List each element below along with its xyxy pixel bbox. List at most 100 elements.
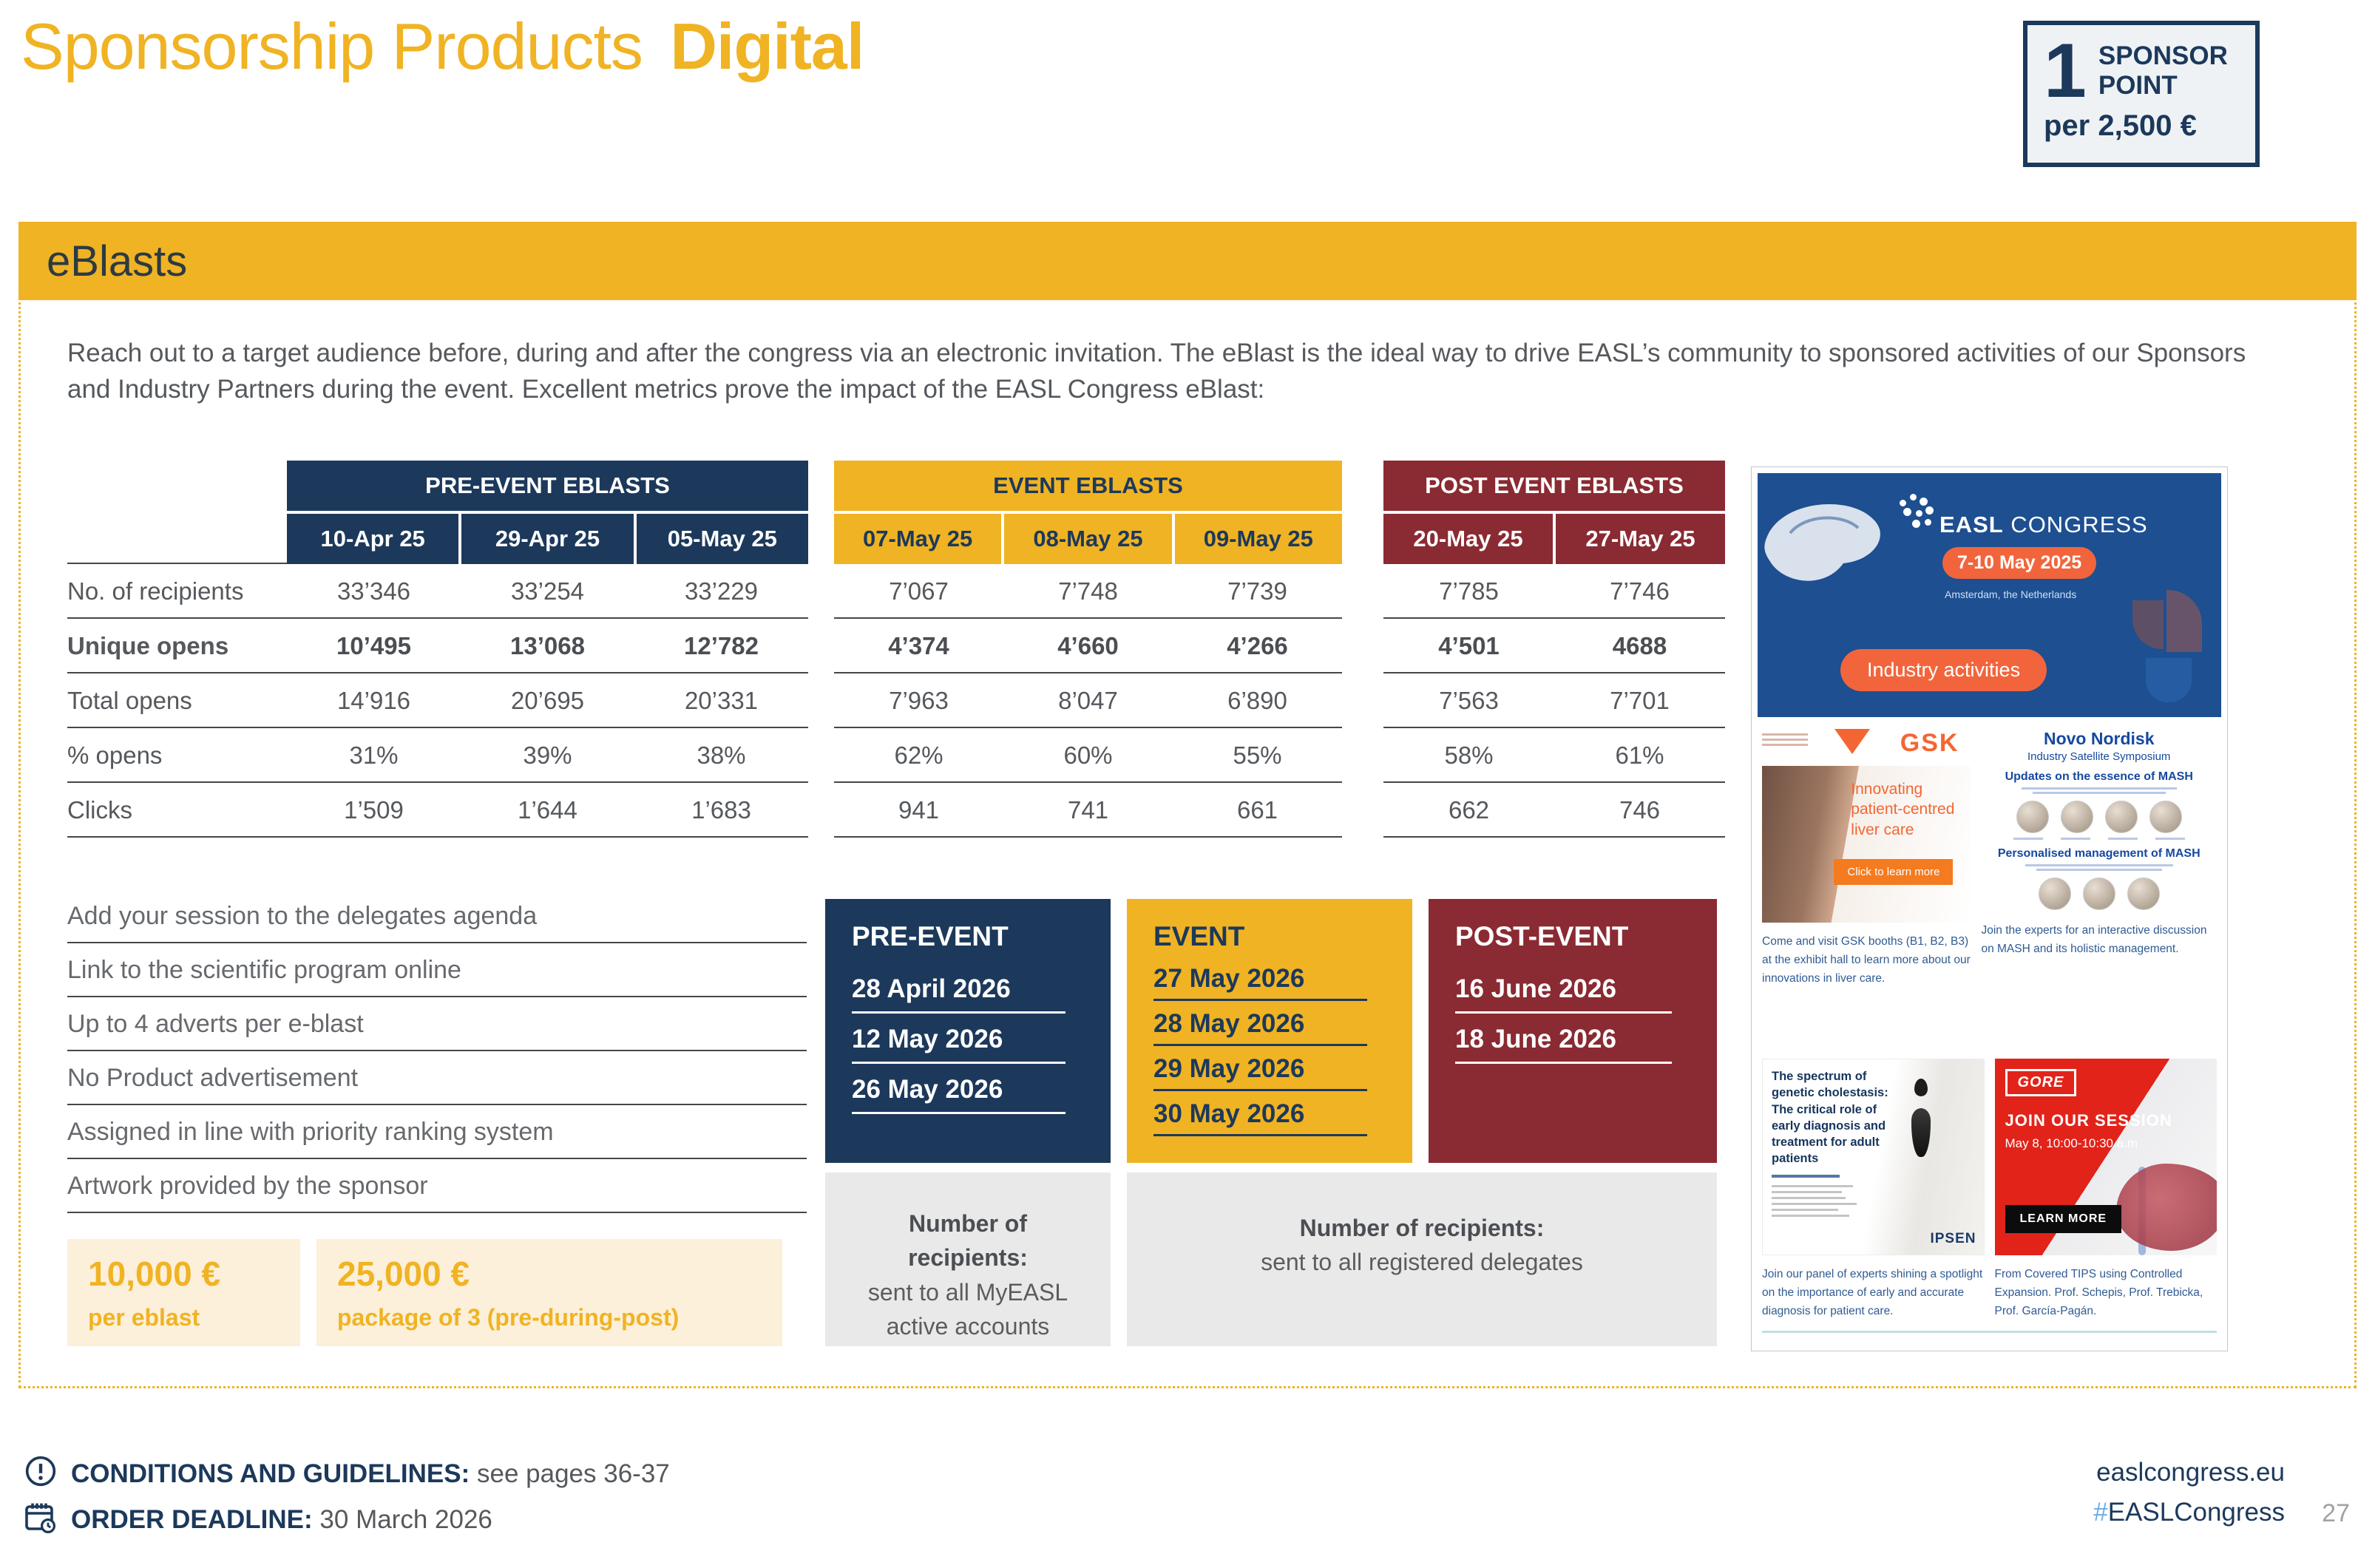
- table-cell: 58%: [1444, 741, 1494, 769]
- table-cell: 1’644: [518, 796, 577, 824]
- fine-print-placeholder: [1772, 1184, 1860, 1217]
- gsk-photo: Innovating patient-centred liver care Cl…: [1762, 766, 1971, 923]
- table-rule: [1383, 672, 1725, 673]
- column-header-date: 29-Apr 25: [461, 514, 634, 564]
- table-cell: 33’346: [336, 577, 411, 605]
- row-label: % opens: [67, 741, 163, 769]
- post-event-values: 7’785 7’746 4’501 4688 7’563 7’701 58% 6…: [1383, 564, 1725, 838]
- conditions-label: CONDITIONS AND GUIDELINES:: [71, 1459, 470, 1488]
- divider: [1772, 1174, 1840, 1178]
- hashtag-text: EASLCongress: [2107, 1498, 2285, 1527]
- column-header-date: 09-May 25: [1174, 514, 1342, 564]
- congress-date-pill: 7-10 May 2025: [1942, 547, 2097, 579]
- column-header-date: 27-May 25: [1556, 514, 1725, 564]
- warning-circle-icon: [25, 1456, 56, 1487]
- ipsen-ad-artwork: The spectrum of genetic cholestasis: The…: [1762, 1059, 1985, 1255]
- table-rule: [834, 672, 1342, 673]
- table-cell: 14’916: [336, 687, 411, 714]
- table-cell: 4’501: [1438, 632, 1500, 659]
- calendar-deadline-icon: [25, 1503, 55, 1533]
- schedule-box-pre-event: PRE-EVENT 28 April 2026 12 May 2026 26 M…: [825, 899, 1111, 1163]
- row-label: Unique opens: [67, 632, 229, 659]
- table-cell: 39%: [523, 741, 572, 769]
- table-cell: 741: [1067, 796, 1109, 824]
- page-title: Sponsorship Products Digital: [21, 9, 864, 84]
- table-rule: [834, 836, 1342, 838]
- table-group-header-post-event: POST EVENT EBLASTS: [1383, 461, 1725, 511]
- sponsor-point-value: 1: [2044, 28, 2087, 114]
- section-banner-title: eBlasts: [47, 237, 188, 285]
- recipients-note-delegates: Number of recipients: sent to all regist…: [1127, 1172, 1717, 1346]
- price-box-package: 25,000 € package of 3 (pre-during-post): [316, 1239, 782, 1346]
- table-cell: 746: [1619, 796, 1661, 824]
- table-group-header-event: EVENT EBLASTS: [834, 461, 1342, 511]
- gsk-arrow-icon: [1834, 729, 1870, 754]
- table-cell: 55%: [1233, 741, 1282, 769]
- column-header-date: 10-Apr 25: [287, 514, 459, 564]
- gore-learn-more-button[interactable]: LEARN MORE: [2005, 1205, 2122, 1233]
- sponsor-point-label: SPONSOR POINT: [2098, 34, 2228, 101]
- table-cell: 7’563: [1439, 687, 1499, 714]
- sponsor-point-rate: per 2,500 €: [2044, 109, 2197, 142]
- schedule-date: 16 June 2026: [1455, 974, 1672, 1014]
- schedule-title: EVENT: [1153, 921, 1245, 951]
- easl-logo-light: CONGRESS: [2003, 512, 2148, 537]
- tulip-motif-icon: [2166, 590, 2202, 652]
- novo-session-title: Personalised management of MASH: [1997, 847, 2200, 860]
- hashtag-link[interactable]: #EASLCongress: [2093, 1498, 2285, 1527]
- industry-activities-button[interactable]: Industry activities: [1840, 649, 2047, 691]
- table-cell: 7’746: [1610, 577, 1670, 605]
- schedule-date: 28 April 2026: [852, 974, 1065, 1014]
- table-rule: [1383, 727, 1725, 728]
- table-cell: 7’963: [889, 687, 949, 714]
- table-rule: [834, 727, 1342, 728]
- price-amount: 25,000 €: [337, 1255, 470, 1293]
- page-title-bold: Digital: [670, 10, 864, 83]
- speaker-names-placeholder: [1981, 838, 2217, 840]
- schedule-box-event: EVENT 27 May 2026 28 May 2026 29 May 202…: [1127, 899, 1412, 1163]
- table-cell: 12’782: [684, 632, 759, 659]
- speaker-photos-row: [1981, 878, 2217, 910]
- gsk-caption: Come and visit GSK booths (B1, B2, B3) a…: [1762, 935, 1971, 985]
- water-drop-icon: [1911, 1108, 1931, 1157]
- speaker-avatar: [2149, 801, 2182, 833]
- table-cell: 6’890: [1227, 687, 1287, 714]
- eblast-header-banner: EASL CONGRESS 7-10 May 2025 Amsterdam, t…: [1758, 473, 2221, 717]
- schedule-title: POST-EVENT: [1455, 921, 1629, 951]
- novo-caption: Join the experts for an interactive disc…: [1981, 924, 2207, 955]
- deadline-label: ORDER DEADLINE:: [71, 1505, 313, 1534]
- sponsor-point-word1: SPONSOR: [2098, 41, 2228, 70]
- sponsor-point-word2: POINT: [2098, 71, 2178, 101]
- ipsen-caption: Join our panel of experts shining a spot…: [1762, 1268, 1983, 1317]
- easl-logo-bold: EASL: [1939, 512, 2004, 537]
- gsk-advert: GSK Innovating patient-centred liver car…: [1762, 729, 1971, 1059]
- ipsen-advert: The spectrum of genetic cholestasis: The…: [1762, 1059, 1985, 1320]
- gore-ad-artwork: GORE JOIN OUR SESSION May 8, 10:00-10:30…: [1994, 1059, 2217, 1255]
- easl-logo-dots-icon: [1900, 500, 1906, 506]
- price-caption: package of 3 (pre-during-post): [337, 1304, 680, 1331]
- speaker-avatar: [2127, 878, 2160, 910]
- fine-print-placeholder: [1981, 864, 2217, 871]
- deadline-text: 30 March 2026: [312, 1505, 492, 1534]
- schedule-date: 27 May 2026: [1153, 964, 1367, 1001]
- table-rule: [1383, 836, 1725, 838]
- gsk-cta-button[interactable]: Click to learn more: [1834, 859, 1954, 885]
- table-cell: 941: [898, 796, 940, 824]
- table-cell: 13’068: [510, 632, 585, 659]
- table-cell: 4688: [1612, 632, 1667, 659]
- recipients-note-myeasl: Number of recipients: sent to all MyEASL…: [825, 1172, 1111, 1346]
- table-cell: 10’495: [336, 632, 411, 659]
- website-link[interactable]: easlcongress.eu: [2096, 1458, 2285, 1487]
- table-cell: 7’067: [889, 577, 949, 605]
- recipients-note-title: Number of recipients:: [1299, 1215, 1545, 1241]
- column-header-date: 20-May 25: [1383, 514, 1553, 564]
- feature-item: Up to 4 adverts per e-blast: [67, 997, 807, 1051]
- schedule-date: 12 May 2026: [852, 1025, 1065, 1064]
- fine-print-placeholder: [1981, 787, 2217, 794]
- table-rule: [1383, 617, 1725, 619]
- pre-event-values: 33’346 33’254 33’229 10’495 13’068 12’78…: [287, 564, 808, 838]
- speaker-avatar: [2082, 878, 2115, 910]
- table-cell: 33’229: [684, 577, 759, 605]
- event-date-header-row: 07-May 25 08-May 25 09-May 25: [834, 514, 1342, 564]
- table-cell: 7’785: [1439, 577, 1499, 605]
